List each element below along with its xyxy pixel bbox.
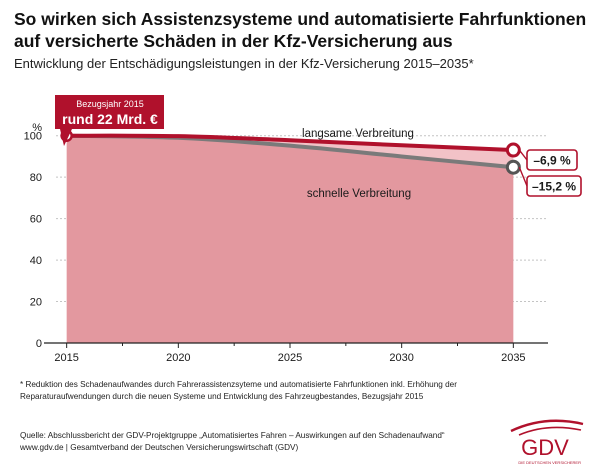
logo-arc-inner: [518, 426, 582, 436]
gdv-logo: GDV DIE DEUTSCHEN VERSICHERER: [510, 419, 584, 465]
y-tick-label: 60: [30, 214, 42, 226]
end-marker-slow: [505, 142, 521, 158]
y-tick-label: 20: [30, 297, 42, 309]
logo-arc-outer: [510, 419, 584, 433]
chart-title: So wirken sich Assistenzsysteme und auto…: [14, 8, 592, 52]
source-line-1: Quelle: Abschlussbericht der GDV-Projekt…: [20, 431, 445, 440]
footnote: * Reduktion des Schadenaufwandes durch F…: [20, 379, 500, 403]
callout-connector-slow: [518, 149, 528, 161]
title-line-1: So wirken sich Assistenzsysteme und auto…: [14, 9, 587, 29]
callout-value-fast: –15,2 %: [532, 180, 576, 194]
base-year-pointer: [60, 129, 72, 146]
x-tick-label: 2015: [54, 352, 78, 364]
x-tick-label: 2020: [166, 352, 190, 364]
y-tick-label: 0: [36, 338, 42, 350]
base-value-label: rund 22 Mrd. €: [62, 111, 158, 127]
callout-connector-fast: [518, 166, 528, 187]
logo-tagline: DIE DEUTSCHEN VERSICHERER: [518, 460, 581, 465]
footnote-line-2: Reparaturaufwendungen durch die neuen Sy…: [20, 392, 424, 401]
source-line-2: www.gdv.de | Gesamtverband der Deutschen…: [20, 443, 299, 452]
logo-text: GDV: [521, 435, 569, 460]
chart-subtitle: Entwicklung der Entschädigungsleistungen…: [14, 56, 474, 71]
x-tick-label: 2035: [501, 352, 525, 364]
series-label-slow: langsame Verbreitung: [302, 128, 414, 140]
series-label-fast: schnelle Verbreitung: [307, 188, 411, 200]
callout-value-slow: –6,9 %: [533, 154, 571, 168]
y-tick-label: 80: [30, 172, 42, 184]
x-tick-label: 2025: [278, 352, 302, 364]
base-year-label: Bezugsjahr 2015: [76, 99, 144, 109]
series-line-langsame-verbreitung: [66, 133, 514, 153]
footnote-line-1: * Reduktion des Schadenaufwandes durch F…: [20, 380, 457, 389]
source-note: Quelle: Abschlussbericht der GDV-Projekt…: [20, 430, 480, 454]
end-marker-fast: [505, 159, 521, 175]
title-line-2: auf versicherte Schäden in der Kfz-Versi…: [14, 31, 453, 51]
callout-box-slow: [526, 149, 578, 171]
y-axis-unit: %: [32, 122, 42, 134]
y-tick-label: 40: [30, 255, 42, 267]
area-fill-fast: [66, 135, 514, 343]
callout-box-fast: [526, 175, 582, 197]
base-year-box: [55, 95, 164, 129]
y-tick-label: 100: [24, 131, 42, 143]
x-tick-label: 2030: [389, 352, 413, 364]
